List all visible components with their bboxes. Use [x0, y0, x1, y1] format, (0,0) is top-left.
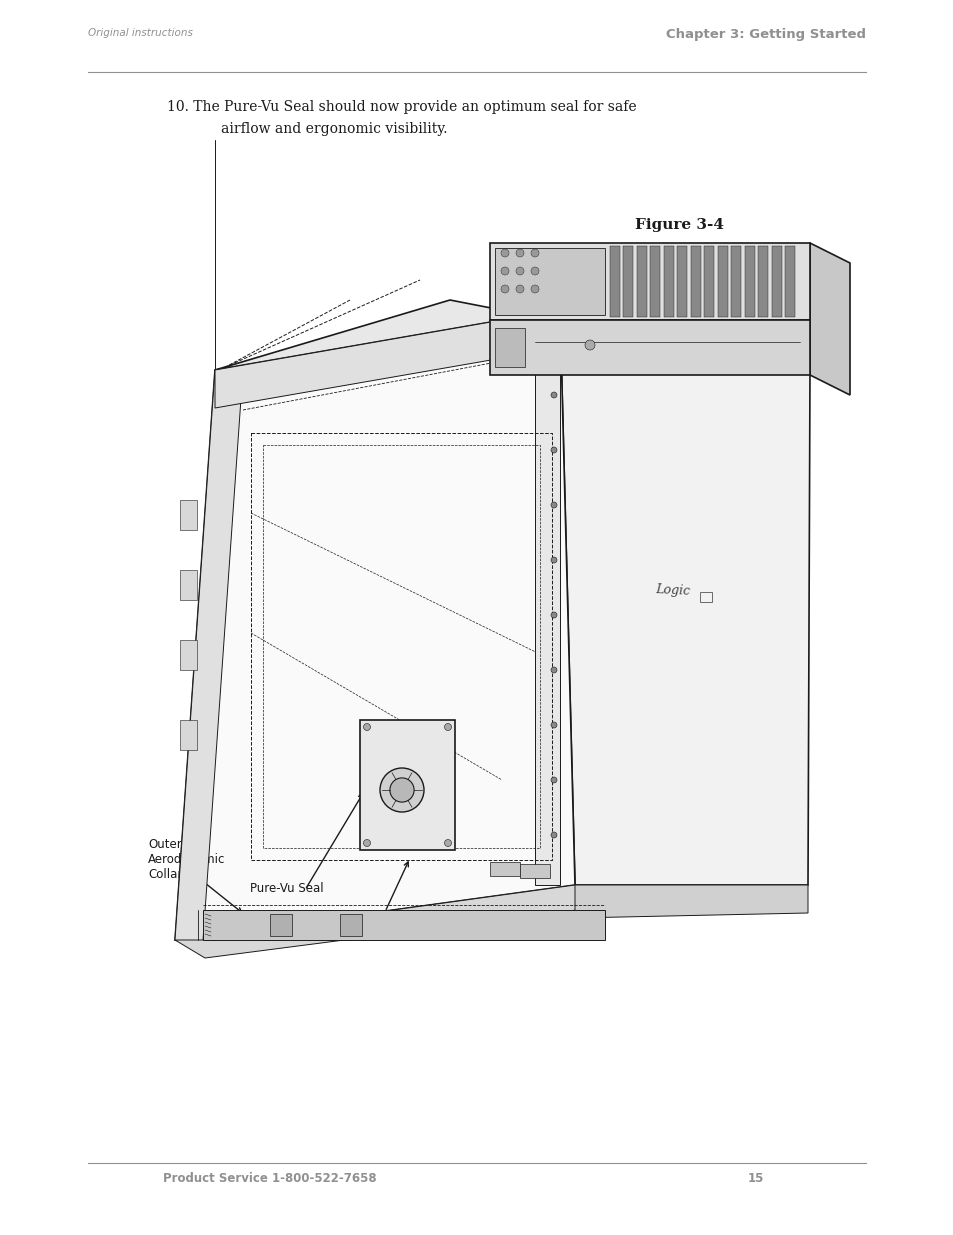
Circle shape	[531, 249, 538, 257]
Polygon shape	[214, 300, 809, 370]
Circle shape	[551, 501, 557, 508]
Text: airflow and ergonomic visibility.: airflow and ergonomic visibility.	[221, 122, 447, 136]
Polygon shape	[270, 914, 292, 936]
Polygon shape	[180, 640, 196, 671]
Polygon shape	[519, 864, 550, 878]
Text: 15: 15	[747, 1172, 763, 1186]
Text: Outer
Aerodynamic
Collar: Outer Aerodynamic Collar	[148, 839, 225, 881]
Circle shape	[516, 285, 523, 293]
Text: Original instructions: Original instructions	[88, 28, 193, 38]
Polygon shape	[809, 243, 849, 395]
Polygon shape	[559, 310, 809, 885]
Polygon shape	[490, 862, 519, 876]
Circle shape	[500, 285, 509, 293]
Polygon shape	[174, 310, 575, 940]
Polygon shape	[535, 310, 559, 885]
Circle shape	[531, 285, 538, 293]
Polygon shape	[180, 500, 196, 530]
Polygon shape	[663, 246, 673, 317]
Polygon shape	[490, 320, 809, 375]
Polygon shape	[180, 720, 196, 750]
Polygon shape	[703, 246, 714, 317]
Circle shape	[363, 724, 370, 730]
Polygon shape	[609, 246, 619, 317]
Polygon shape	[744, 246, 754, 317]
Text: Mounting
Screws: Mounting Screws	[359, 911, 415, 940]
Polygon shape	[784, 246, 795, 317]
Polygon shape	[623, 246, 633, 317]
Circle shape	[444, 724, 451, 730]
Circle shape	[500, 249, 509, 257]
Polygon shape	[174, 370, 243, 940]
Text: Chapter 3: Getting Started: Chapter 3: Getting Started	[665, 28, 865, 41]
Circle shape	[551, 447, 557, 453]
Circle shape	[531, 267, 538, 275]
Polygon shape	[731, 246, 740, 317]
Text: Product Service 1-800-522-7658: Product Service 1-800-522-7658	[163, 1172, 376, 1186]
Polygon shape	[677, 246, 687, 317]
Circle shape	[444, 840, 451, 846]
Polygon shape	[490, 243, 809, 320]
Polygon shape	[495, 329, 524, 367]
Text: Figure 3-4: Figure 3-4	[635, 219, 723, 232]
Polygon shape	[359, 720, 455, 850]
Circle shape	[551, 391, 557, 398]
Polygon shape	[214, 310, 559, 408]
Circle shape	[551, 337, 557, 343]
Circle shape	[363, 840, 370, 846]
Polygon shape	[650, 246, 659, 317]
Circle shape	[551, 832, 557, 839]
Circle shape	[551, 722, 557, 727]
Circle shape	[551, 557, 557, 563]
Polygon shape	[203, 910, 604, 940]
Circle shape	[379, 768, 423, 811]
Polygon shape	[495, 248, 604, 315]
Text: Logic: Logic	[655, 583, 690, 598]
Polygon shape	[758, 246, 768, 317]
Polygon shape	[718, 246, 727, 317]
Circle shape	[500, 267, 509, 275]
Polygon shape	[180, 571, 196, 600]
Text: Pure-Vu Seal: Pure-Vu Seal	[250, 882, 323, 895]
Circle shape	[584, 340, 595, 350]
Circle shape	[551, 613, 557, 618]
Circle shape	[390, 778, 414, 802]
Polygon shape	[690, 246, 700, 317]
Circle shape	[516, 267, 523, 275]
Text: 10. The Pure-Vu Seal should now provide an optimum seal for safe: 10. The Pure-Vu Seal should now provide …	[167, 100, 636, 114]
Polygon shape	[174, 885, 615, 958]
Circle shape	[516, 249, 523, 257]
Polygon shape	[339, 914, 361, 936]
Polygon shape	[575, 885, 807, 918]
Polygon shape	[637, 246, 646, 317]
Circle shape	[551, 777, 557, 783]
Circle shape	[551, 667, 557, 673]
Polygon shape	[771, 246, 781, 317]
